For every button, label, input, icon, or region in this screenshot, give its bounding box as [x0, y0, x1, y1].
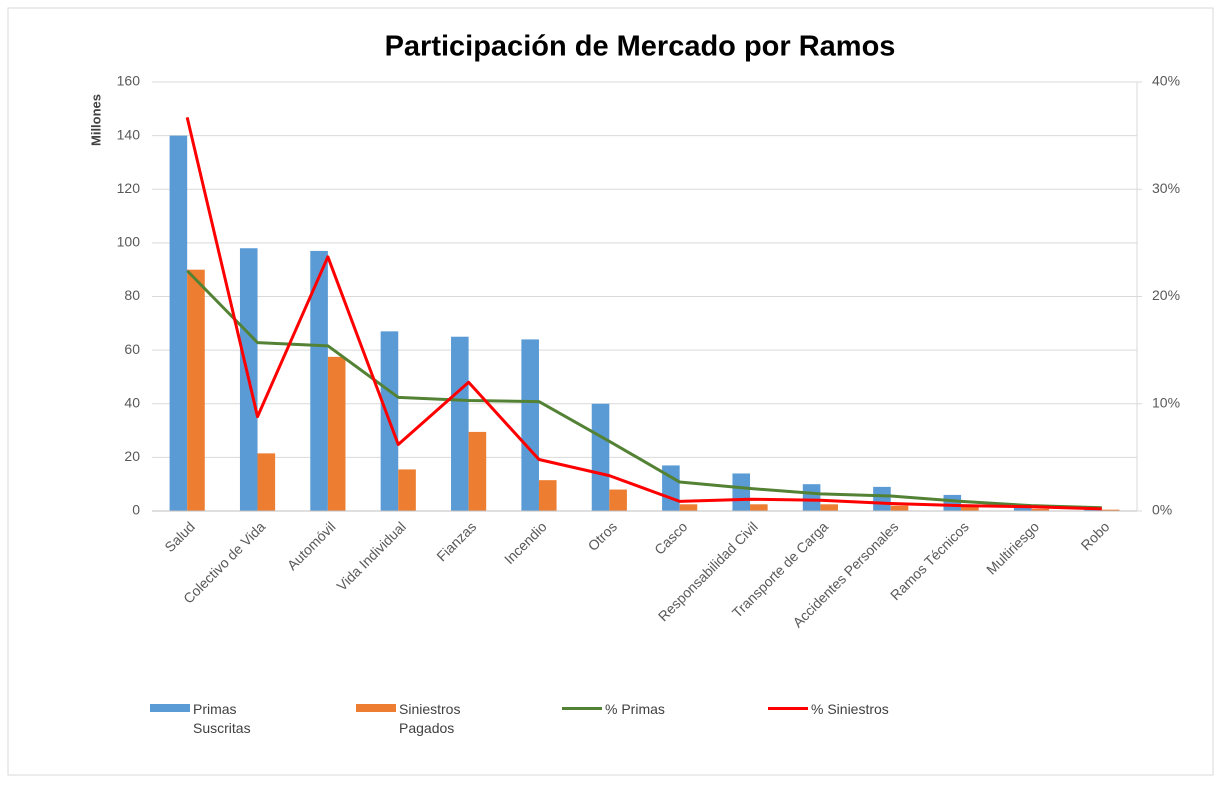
x-tick-label: Fianzas [433, 518, 479, 564]
x-tick-label: Otros [585, 518, 621, 554]
bar [802, 484, 821, 511]
legend-swatch [150, 704, 190, 712]
bar [327, 356, 346, 511]
y-tick-label: 120 [117, 180, 141, 196]
x-tick-label: Salud [161, 518, 198, 555]
bar [943, 494, 962, 511]
legend-label: Siniestros Pagados [399, 701, 461, 736]
bar [873, 486, 891, 511]
y-tick-label: 80 [124, 287, 140, 303]
legend-swatch [562, 707, 602, 710]
x-tick-label: Automóvil [284, 518, 339, 573]
bar [538, 480, 557, 511]
legend-swatch [356, 704, 396, 712]
y2-tick-label: 10% [1152, 394, 1180, 410]
bar [187, 269, 205, 511]
bar [890, 505, 909, 511]
bar [679, 504, 698, 511]
legend-label: % Siniestros [811, 701, 889, 717]
bar [521, 339, 539, 511]
bar [750, 504, 768, 511]
line [186, 269, 1102, 510]
legend-swatch [768, 707, 808, 710]
legend: Primas Suscritas Siniestros Pagados % Prim… [150, 700, 1140, 738]
bar [468, 431, 487, 511]
y-tick-label: 160 [117, 73, 141, 89]
legend-item: Siniestros Pagados [356, 700, 562, 738]
bar [1101, 509, 1120, 511]
legend-label: Primas Suscritas [193, 701, 251, 736]
bar [310, 250, 328, 511]
x-tick-label: Casco [651, 518, 691, 558]
y-tick-label: 0 [132, 502, 140, 518]
legend-item: % Siniestros [768, 700, 974, 738]
bar [591, 403, 610, 511]
y-tick-label: 60 [124, 341, 140, 357]
bar [451, 336, 469, 511]
x-tick-label: Vida Individual [333, 518, 409, 594]
legend-label: % Primas [605, 701, 665, 717]
bar [1031, 508, 1050, 511]
bar [169, 135, 188, 511]
bar [257, 453, 276, 511]
y2-tick-label: 30% [1152, 180, 1180, 196]
y2-tick-label: 0% [1152, 502, 1172, 518]
y2-tick-label: 20% [1152, 287, 1180, 303]
line [185, 117, 1102, 511]
bar [1084, 509, 1102, 511]
bar [609, 489, 627, 511]
y2-tick-label: 40% [1152, 73, 1180, 89]
x-tick-label: Incendio [501, 518, 550, 567]
y-axis-label: Millones [88, 94, 103, 146]
x-tick-label: Multiriesgo [983, 518, 1042, 577]
y-tick-label: 20 [124, 448, 140, 464]
legend-item: Primas Suscritas [150, 700, 356, 738]
chart-border [7, 7, 1214, 776]
y-tick-label: 40 [124, 394, 140, 410]
y-tick-label: 100 [117, 234, 141, 250]
chart-title: Participación de Mercado por Ramos [385, 31, 896, 63]
legend-item: % Primas [562, 700, 768, 738]
bar [961, 505, 979, 511]
bar [398, 469, 416, 511]
x-tick-label: Robo [1078, 518, 1113, 553]
y-tick-label: 140 [117, 126, 141, 142]
bar [732, 473, 751, 511]
bar [1013, 505, 1032, 511]
bar [820, 504, 838, 511]
